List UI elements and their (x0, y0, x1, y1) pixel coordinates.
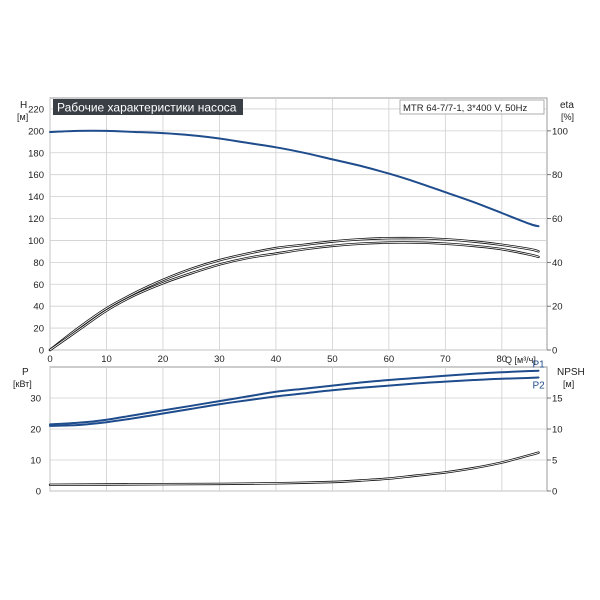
y-left-tick-label: 0 (39, 346, 44, 357)
y-left-axis-unit: [кВт] (13, 379, 32, 389)
y-left-tick-label: 20 (33, 324, 44, 335)
y-right-tick-label: 20 (552, 302, 563, 313)
y-left-tick-label: 140 (28, 192, 44, 203)
y-right-tick-label: 80 (552, 170, 563, 181)
series-line-p2 (49, 376, 540, 427)
bottom-gridlines (49, 367, 547, 492)
bottom-series-group: P1 P2 (48, 360, 546, 486)
y-left-tick-label: 180 (28, 148, 44, 159)
x-tick-label: 70 (440, 354, 451, 365)
y-left-tick-label: 120 (28, 214, 44, 225)
y-right-axis-unit: [%] (561, 112, 574, 122)
y-right-axis-unit: [м] (563, 379, 574, 389)
top-gridlines (49, 98, 547, 351)
x-tick-label: 50 (327, 354, 338, 365)
y-right-tick-label: 60 (552, 214, 563, 225)
series-label-p2: P2 (533, 381, 546, 392)
chart-title: Рабочие характеристики насоса (57, 101, 237, 115)
series-line-inner (49, 242, 539, 351)
series-line-p1 (49, 369, 540, 426)
top-series-group (48, 129, 540, 352)
y-left-tick-label: 0 (36, 487, 41, 498)
x-axis-label: Q [м³/ч] (505, 355, 536, 365)
x-tick-label: 60 (384, 354, 395, 365)
top-plot-frame (49, 97, 548, 351)
y-right-tick-label: 40 (552, 258, 563, 269)
y-right-axis-label: eta (560, 100, 574, 111)
y-right-tick-label: 100 (552, 126, 568, 137)
y-left-tick-label: 200 (28, 126, 44, 137)
y-right-tick-label: 10 (552, 425, 563, 436)
y-right-tick-label: 15 (552, 394, 563, 405)
y-left-tick-label: 220 (28, 104, 44, 115)
bottom-chart: P1 P2 0 10 20 30 0 5 10 15 P [кВт] NPSH [м] (13, 360, 585, 498)
y-left-tick-label: 10 (30, 456, 41, 467)
y-left-tick-label: 80 (33, 258, 44, 269)
y-left-axis-label: P (22, 367, 29, 378)
x-tick-label: 40 (271, 354, 282, 365)
x-tick-label: 0 (47, 354, 52, 365)
y-left-tick-label: 160 (28, 170, 44, 181)
x-tick-label: 10 (101, 354, 112, 365)
x-tick-label: 80 (497, 354, 508, 365)
y-right-tick-label: 0 (552, 346, 557, 357)
x-tick-label: 30 (214, 354, 225, 365)
bottom-tick-labels: 0 10 20 30 0 5 10 15 (30, 394, 562, 498)
model-label-box (399, 99, 545, 115)
y-right-tick-label: 5 (552, 456, 557, 467)
top-tick-labels: 0204060801001201401601802002200204060801… (28, 104, 568, 365)
y-left-tick-label: 60 (33, 280, 44, 291)
y-right-axis-label: NPSH (557, 367, 585, 378)
y-right-tick-label: 0 (552, 487, 557, 498)
y-left-tick-label: 40 (33, 302, 44, 313)
model-label: MTR 64-7/7-1, 3*400 V, 50Hz (403, 103, 528, 114)
top-chart: 0204060801001201401601802002200204060801… (17, 97, 574, 365)
series-line (49, 129, 540, 228)
y-left-tick-label: 20 (30, 425, 41, 436)
y-left-tick-label: 30 (30, 394, 41, 405)
series-line-inner (49, 452, 539, 486)
y-left-axis-label: H (20, 100, 27, 111)
series-line-inner (49, 237, 539, 351)
title-box (53, 99, 243, 115)
series-label-p1: P1 (533, 360, 546, 371)
x-tick-label: 20 (158, 354, 169, 365)
y-left-tick-label: 100 (28, 236, 44, 247)
y-left-axis-unit: [м] (17, 112, 28, 122)
